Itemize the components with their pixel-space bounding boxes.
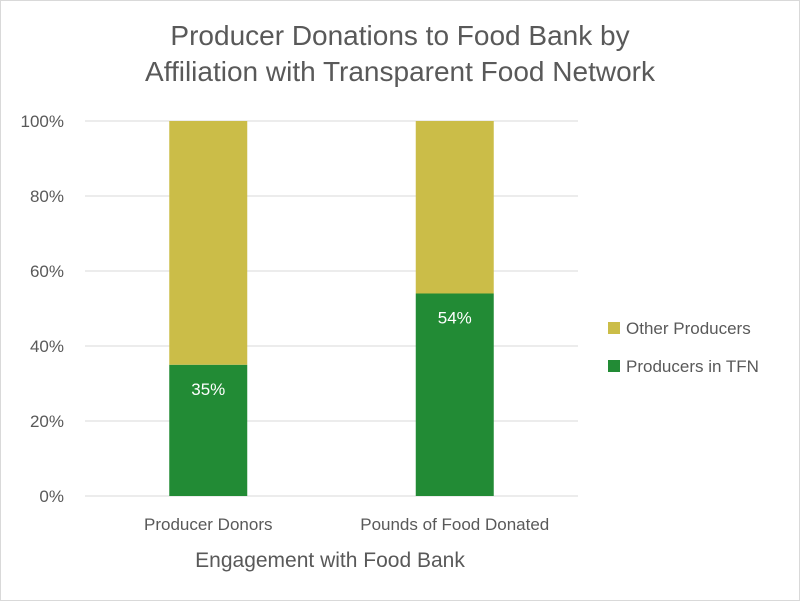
x-category-label: Pounds of Food Donated	[360, 515, 549, 534]
y-tick-label: 60%	[30, 262, 64, 281]
bars: 35% 54%	[169, 121, 494, 496]
bar-other-producers	[415, 121, 494, 294]
chart-title: Producer Donations to Food Bank by Affil…	[0, 18, 800, 90]
legend-label: Other Producers	[626, 319, 751, 338]
legend: Other Producers Producers in TFN	[608, 319, 759, 376]
data-label: 35%	[191, 380, 225, 399]
x-category-label: Producer Donors	[144, 515, 273, 534]
y-axis-ticks: 0% 20% 40% 60% 80% 100%	[21, 112, 64, 506]
legend-label: Producers in TFN	[626, 357, 759, 376]
x-axis-categories: Producer Donors Pounds of Food Donated	[144, 515, 549, 534]
chart-title-line-2: Affiliation with Transparent Food Networ…	[145, 56, 655, 87]
bar-producers-in-tfn	[415, 293, 494, 496]
gridlines	[85, 120, 578, 497]
bar-producers-in-tfn	[169, 364, 248, 496]
x-axis-label: Engagement with Food Bank	[195, 549, 465, 572]
data-label: 54%	[438, 309, 472, 328]
y-tick-label: 80%	[30, 187, 64, 206]
y-tick-label: 0%	[39, 487, 64, 506]
y-tick-label: 40%	[30, 337, 64, 356]
bar-other-producers	[169, 121, 248, 365]
legend-swatch	[608, 322, 620, 334]
chart-title-line-1: Producer Donations to Food Bank by	[170, 20, 630, 51]
legend-swatch	[608, 360, 620, 372]
y-tick-label: 100%	[21, 112, 64, 131]
y-tick-label: 20%	[30, 412, 64, 431]
